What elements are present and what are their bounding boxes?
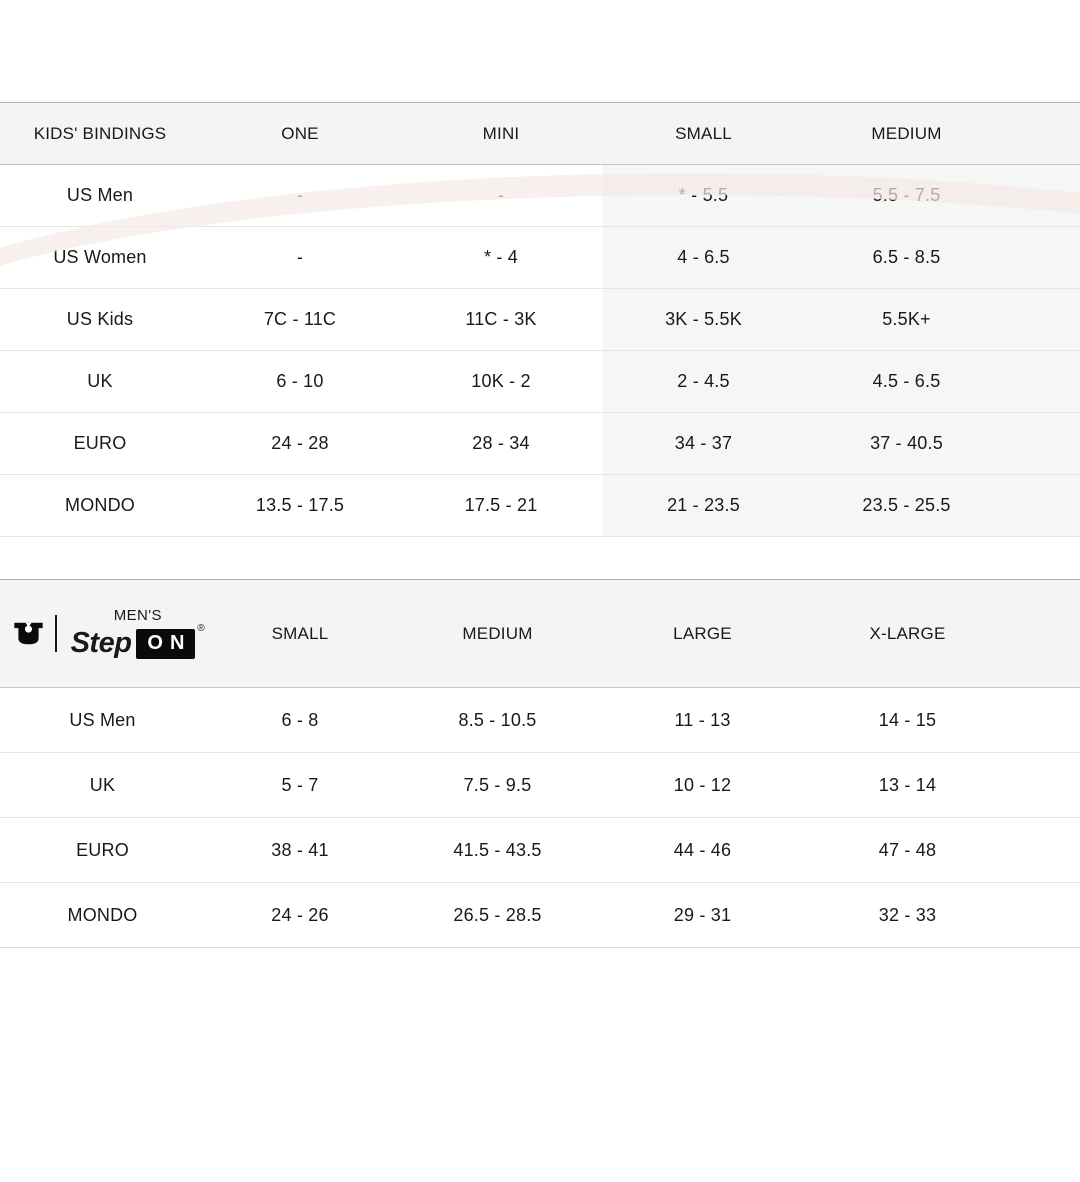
table-row-uk: UK 6 - 10 10K - 2 2 - 4.5 4.5 - 6.5 bbox=[0, 351, 1080, 413]
size-cell: 5 - 7 bbox=[281, 774, 319, 795]
mens-col-header-small: SMALL bbox=[271, 623, 329, 643]
kids-bindings-size-table: KIDS' BINDINGS ONE MINI SMALL MEDIUM US … bbox=[0, 102, 1080, 537]
row-filler bbox=[1010, 818, 1080, 882]
size-cell: 4.5 - 6.5 bbox=[805, 351, 1008, 412]
kids-table-title: KIDS' BINDINGS bbox=[33, 123, 167, 143]
table-row-euro: EURO 24 - 28 28 - 34 34 - 37 37 - 40.5 bbox=[0, 413, 1080, 475]
row-label: UK bbox=[87, 371, 113, 391]
row-label: MONDO bbox=[67, 904, 138, 925]
row-label: US Kids bbox=[66, 309, 134, 329]
size-cell: 32 - 33 bbox=[878, 904, 937, 925]
size-cell: 24 - 28 bbox=[271, 433, 329, 453]
mens-table-header-row: MEN'S Step ON ® SMALL MEDIUM LARGE X-LAR… bbox=[0, 579, 1080, 688]
size-cell: 17.5 - 21 bbox=[464, 495, 538, 515]
table-row-mondo: MONDO 24 - 26 26.5 - 28.5 29 - 31 32 - 3… bbox=[0, 883, 1080, 948]
mens-col-header-medium: MEDIUM bbox=[462, 623, 533, 643]
table-row-us-women: US Women - * - 4 4 - 6.5 6.5 - 8.5 bbox=[0, 227, 1080, 289]
burton-logo-icon bbox=[13, 617, 44, 650]
registered-mark: ® bbox=[197, 623, 205, 634]
size-cell: - bbox=[296, 247, 304, 267]
size-cell: 34 - 37 bbox=[602, 413, 805, 474]
kids-col-header-medium: MEDIUM bbox=[871, 123, 942, 143]
size-cell: 6 - 8 bbox=[281, 709, 319, 730]
row-label: EURO bbox=[76, 839, 129, 860]
size-cell: 7.5 - 9.5 bbox=[463, 774, 532, 795]
size-cell: 5.5K+ bbox=[805, 289, 1008, 350]
size-cell: 6.5 - 8.5 bbox=[805, 227, 1008, 288]
kids-table-header-row: KIDS' BINDINGS ONE MINI SMALL MEDIUM bbox=[0, 102, 1080, 165]
size-cell: 6 - 10 bbox=[276, 371, 324, 391]
size-cell: * - 5.5 bbox=[602, 165, 805, 226]
size-cell: 11C - 3K bbox=[465, 309, 537, 329]
size-cell: - bbox=[497, 185, 505, 205]
size-cell: 10K - 2 bbox=[471, 371, 531, 391]
size-cell: 13.5 - 17.5 bbox=[255, 495, 345, 515]
size-cell: 2 - 4.5 bbox=[602, 351, 805, 412]
kids-col-header-small: SMALL bbox=[675, 123, 732, 143]
kids-header-filler bbox=[1008, 103, 1080, 164]
size-cell: 10 - 12 bbox=[673, 774, 732, 795]
size-cell: 21 - 23.5 bbox=[602, 475, 805, 536]
table-row-us-men: US Men - - * - 5.5 5.5 - 7.5 bbox=[0, 165, 1080, 227]
size-cell: 29 - 31 bbox=[673, 904, 732, 925]
table-row-us-kids: US Kids 7C - 11C 11C - 3K 3K - 5.5K 5.5K… bbox=[0, 289, 1080, 351]
size-cell: 24 - 26 bbox=[271, 904, 329, 925]
size-cell: * - 4 bbox=[483, 247, 518, 267]
size-cell: 13 - 14 bbox=[878, 774, 937, 795]
size-cell: 14 - 15 bbox=[878, 709, 937, 730]
row-label: EURO bbox=[73, 433, 127, 453]
step-on-logo: MEN'S Step ON ® bbox=[71, 607, 205, 660]
size-cell: 44 - 46 bbox=[673, 839, 732, 860]
row-filler bbox=[1008, 165, 1080, 226]
mens-col-header-x-large: X-LARGE bbox=[869, 623, 946, 643]
mens-stepon-size-table: MEN'S Step ON ® SMALL MEDIUM LARGE X-LAR… bbox=[0, 579, 1080, 948]
table-row-uk: UK 5 - 7 7.5 - 9.5 10 - 12 13 - 14 bbox=[0, 753, 1080, 818]
divider-bar bbox=[55, 615, 57, 652]
size-cell: 23.5 - 25.5 bbox=[805, 475, 1008, 536]
size-cell: 8.5 - 10.5 bbox=[458, 709, 537, 730]
row-label: US Men bbox=[69, 709, 136, 730]
kids-col-header-mini: MINI bbox=[482, 123, 520, 143]
brand-lockup: MEN'S Step ON ® bbox=[0, 580, 205, 687]
kids-col-header-one: ONE bbox=[281, 123, 319, 143]
size-cell: 37 - 40.5 bbox=[805, 413, 1008, 474]
size-cell: 7C - 11C bbox=[263, 309, 337, 329]
row-filler bbox=[1010, 883, 1080, 947]
size-cell: - bbox=[296, 185, 304, 205]
table-row-us-men: US Men 6 - 8 8.5 - 10.5 11 - 13 14 - 15 bbox=[0, 688, 1080, 753]
row-filler bbox=[1010, 753, 1080, 817]
size-cell: 3K - 5.5K bbox=[602, 289, 805, 350]
size-cell: 41.5 - 43.5 bbox=[453, 839, 542, 860]
row-filler bbox=[1010, 688, 1080, 752]
row-filler bbox=[1008, 413, 1080, 474]
row-filler bbox=[1008, 475, 1080, 536]
table-row-mondo: MONDO 13.5 - 17.5 17.5 - 21 21 - 23.5 23… bbox=[0, 475, 1080, 537]
size-cell: 47 - 48 bbox=[878, 839, 937, 860]
row-label: US Men bbox=[66, 185, 134, 205]
row-filler bbox=[1008, 351, 1080, 412]
mens-header-filler bbox=[1010, 580, 1080, 687]
row-label: MONDO bbox=[65, 495, 135, 515]
size-cell: 26.5 - 28.5 bbox=[453, 904, 542, 925]
size-cell: 11 - 13 bbox=[674, 709, 731, 730]
step-wordmark: Step bbox=[70, 627, 132, 659]
table-row-euro: EURO 38 - 41 41.5 - 43.5 44 - 46 47 - 48 bbox=[0, 818, 1080, 883]
row-filler bbox=[1008, 289, 1080, 350]
size-cell: 5.5 - 7.5 bbox=[805, 165, 1008, 226]
on-wordmark: ON bbox=[136, 628, 196, 659]
size-cell: 28 - 34 bbox=[472, 433, 530, 453]
size-cell: 38 - 41 bbox=[271, 839, 329, 860]
mens-label: MEN'S bbox=[113, 607, 162, 624]
row-filler bbox=[1008, 227, 1080, 288]
row-label: UK bbox=[89, 774, 116, 795]
size-cell: 4 - 6.5 bbox=[602, 227, 805, 288]
mens-col-header-large: LARGE bbox=[673, 623, 732, 643]
row-label: US Women bbox=[53, 247, 147, 267]
